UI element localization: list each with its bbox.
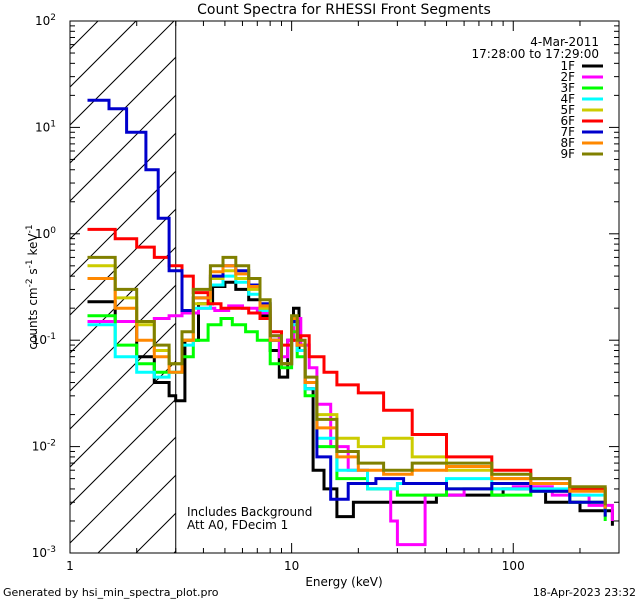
- chart-title: Count Spectra for RHESSI Front Segments: [197, 2, 491, 18]
- excluded-energy-region: [70, 21, 177, 553]
- series-line-9F: [87, 255, 607, 506]
- annotation-background: Includes Background: [187, 505, 312, 519]
- legend-label-7F: 7F: [560, 125, 575, 139]
- legend-label-1F: 1F: [560, 59, 575, 73]
- x-tick-label: 100: [502, 559, 525, 573]
- series-line-1F: [87, 280, 614, 526]
- x-tick-label: 10: [284, 559, 299, 573]
- annotation-attenuator: Att A0, FDecim 1: [187, 518, 288, 532]
- legend-label-8F: 8F: [560, 136, 575, 150]
- timestamp-footer: 18-Apr-2023 23:32: [533, 586, 636, 599]
- observation-time-range: 17:28:00 to 17:29:00: [472, 47, 599, 61]
- generated-by-footer: Generated by hsi_min_spectra_plot.pro: [3, 586, 219, 599]
- series-layer: [87, 98, 614, 547]
- y-axis-label: counts cm-2 s-1 keV-1: [25, 224, 40, 349]
- plot-frame: [69, 20, 620, 554]
- x-tick-label: 1: [66, 559, 74, 573]
- x-axis-label: Energy (keV): [305, 575, 382, 589]
- legend-label-6F: 6F: [560, 114, 575, 128]
- series-line-6F: [87, 227, 607, 503]
- legend-label-2F: 2F: [560, 70, 575, 84]
- legend-label-5F: 5F: [560, 103, 575, 117]
- hatch-lines: [70, 21, 176, 553]
- series-line-2F: [87, 304, 614, 547]
- legend-label-4F: 4F: [560, 92, 575, 106]
- legend-label-3F: 3F: [560, 81, 575, 95]
- observation-date: 4-Mar-2011: [530, 35, 599, 49]
- legend-label-9F: 9F: [560, 147, 575, 161]
